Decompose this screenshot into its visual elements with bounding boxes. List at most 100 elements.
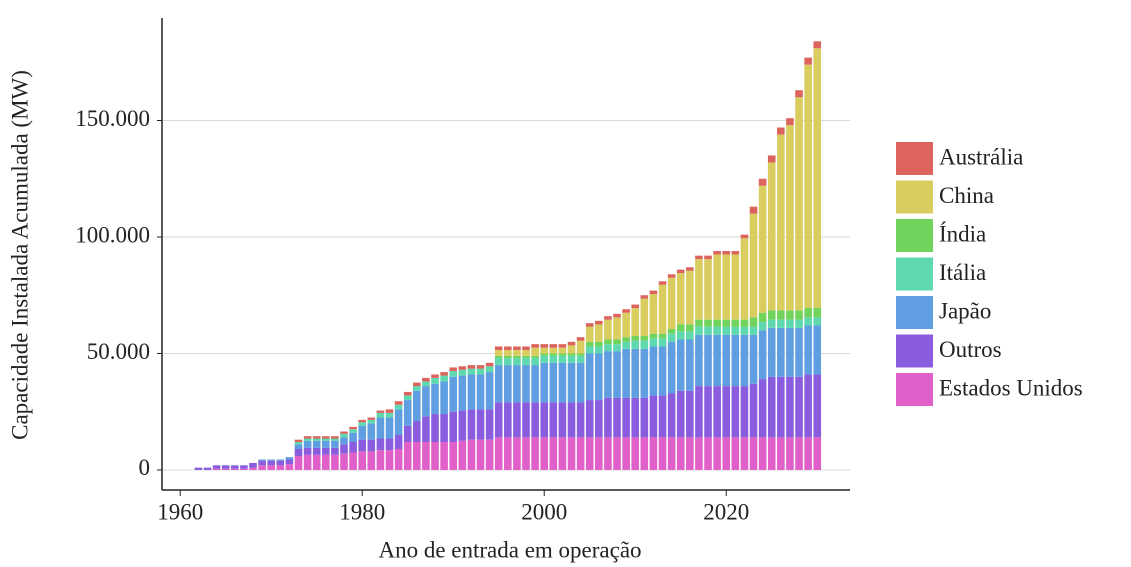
bar-segment [713,326,721,335]
bar-segment [349,426,357,430]
bar-segment [431,442,439,470]
bar-segment [595,324,603,342]
bar-segment [449,376,458,412]
bar-segment [640,397,649,438]
bar-segment [749,213,758,318]
bar-segment [567,355,576,363]
bar-segment [331,454,339,470]
bar-segment [249,467,257,470]
bar-segment [777,327,785,377]
bar-segment [740,238,749,320]
bar-segment [795,327,803,377]
bar-segment [676,273,685,325]
bar-segment [604,319,612,340]
bar-segment [203,467,212,470]
bar-segment [522,346,530,350]
bar-segment [303,438,312,441]
bar-segment [804,325,812,375]
bar-segment [376,450,385,470]
bar-segment [804,374,812,438]
bar-segment [349,442,357,453]
bar-segment [585,326,594,342]
bar-segment [494,355,503,359]
bar-segment [695,259,703,320]
bar-segment [758,437,767,470]
bar-segment [658,281,667,285]
bar-segment [786,125,794,311]
bar-segment [731,334,740,387]
bar-segment [585,323,594,327]
bar-segment [294,455,303,470]
bar-segment [631,397,640,438]
bar-segment [713,250,721,255]
bar-segment [667,329,676,334]
bar-segment [294,439,303,443]
bar-segment [558,355,567,363]
bar-segment [376,438,385,451]
bar-segment [777,134,785,311]
bar-segment [458,375,467,411]
bar-segment [504,437,512,470]
bar-segment [740,319,749,327]
bar-segment [340,431,348,434]
bar-segment [549,362,558,403]
bar-segment [549,402,558,438]
bar-segment [513,355,521,359]
bar-segment [795,310,803,320]
bar-segment [249,462,257,468]
bar-segment [385,450,394,470]
bar-segment [504,365,512,403]
bar-segment [467,409,476,440]
bar-segment [531,355,539,359]
bar-segment [549,353,558,356]
bar-segment [267,465,276,470]
bar-segment [731,437,740,470]
bar-segment [631,340,640,349]
bar-segment [740,234,749,239]
bar-segment [722,319,731,327]
bar-segment [576,437,585,470]
legend-swatch [896,257,933,291]
bar-segment [613,317,621,340]
bar-segment [413,421,421,443]
x-tick-label: 1980 [339,499,385,524]
bar-segment [786,310,794,320]
bar-segment [504,402,512,438]
bar-segment [522,349,530,356]
bar-segment [531,437,539,470]
bar-segment [476,374,485,410]
bar-segment [394,401,403,405]
bar-segment [767,162,776,311]
bar-segment [676,339,685,391]
bar-segment [567,437,576,470]
bar-segment [531,365,539,403]
bar-segment [613,339,621,345]
bar-segment [531,358,539,366]
bar-segment [467,439,476,470]
bar-segment [440,381,448,415]
bar-segment [767,155,776,163]
bar-segment [786,118,794,126]
bar-segment [767,437,776,470]
bar-segment [740,326,749,335]
bar-segment [540,402,549,438]
bar-segment [494,437,503,470]
bar-segment [740,334,749,387]
bar-segment [440,375,448,382]
bar-segment [786,327,794,377]
y-axis-label: Capacidade Instalada Acumulada (MW) [7,70,32,440]
bar-segment [813,325,822,375]
bar-segment [722,250,731,255]
legend-swatch [896,373,933,406]
bar-segment [686,437,694,470]
bar-segment [540,344,549,348]
bar-segment [522,358,530,366]
bar-segment [595,400,603,438]
bar-segment [722,386,731,438]
bar-segment [467,365,476,369]
bar-segment [331,436,339,439]
x-tick-label: 2000 [521,499,567,524]
bar-segment [613,351,621,398]
bar-segment [704,255,712,260]
legend-label: Itália [939,260,986,285]
